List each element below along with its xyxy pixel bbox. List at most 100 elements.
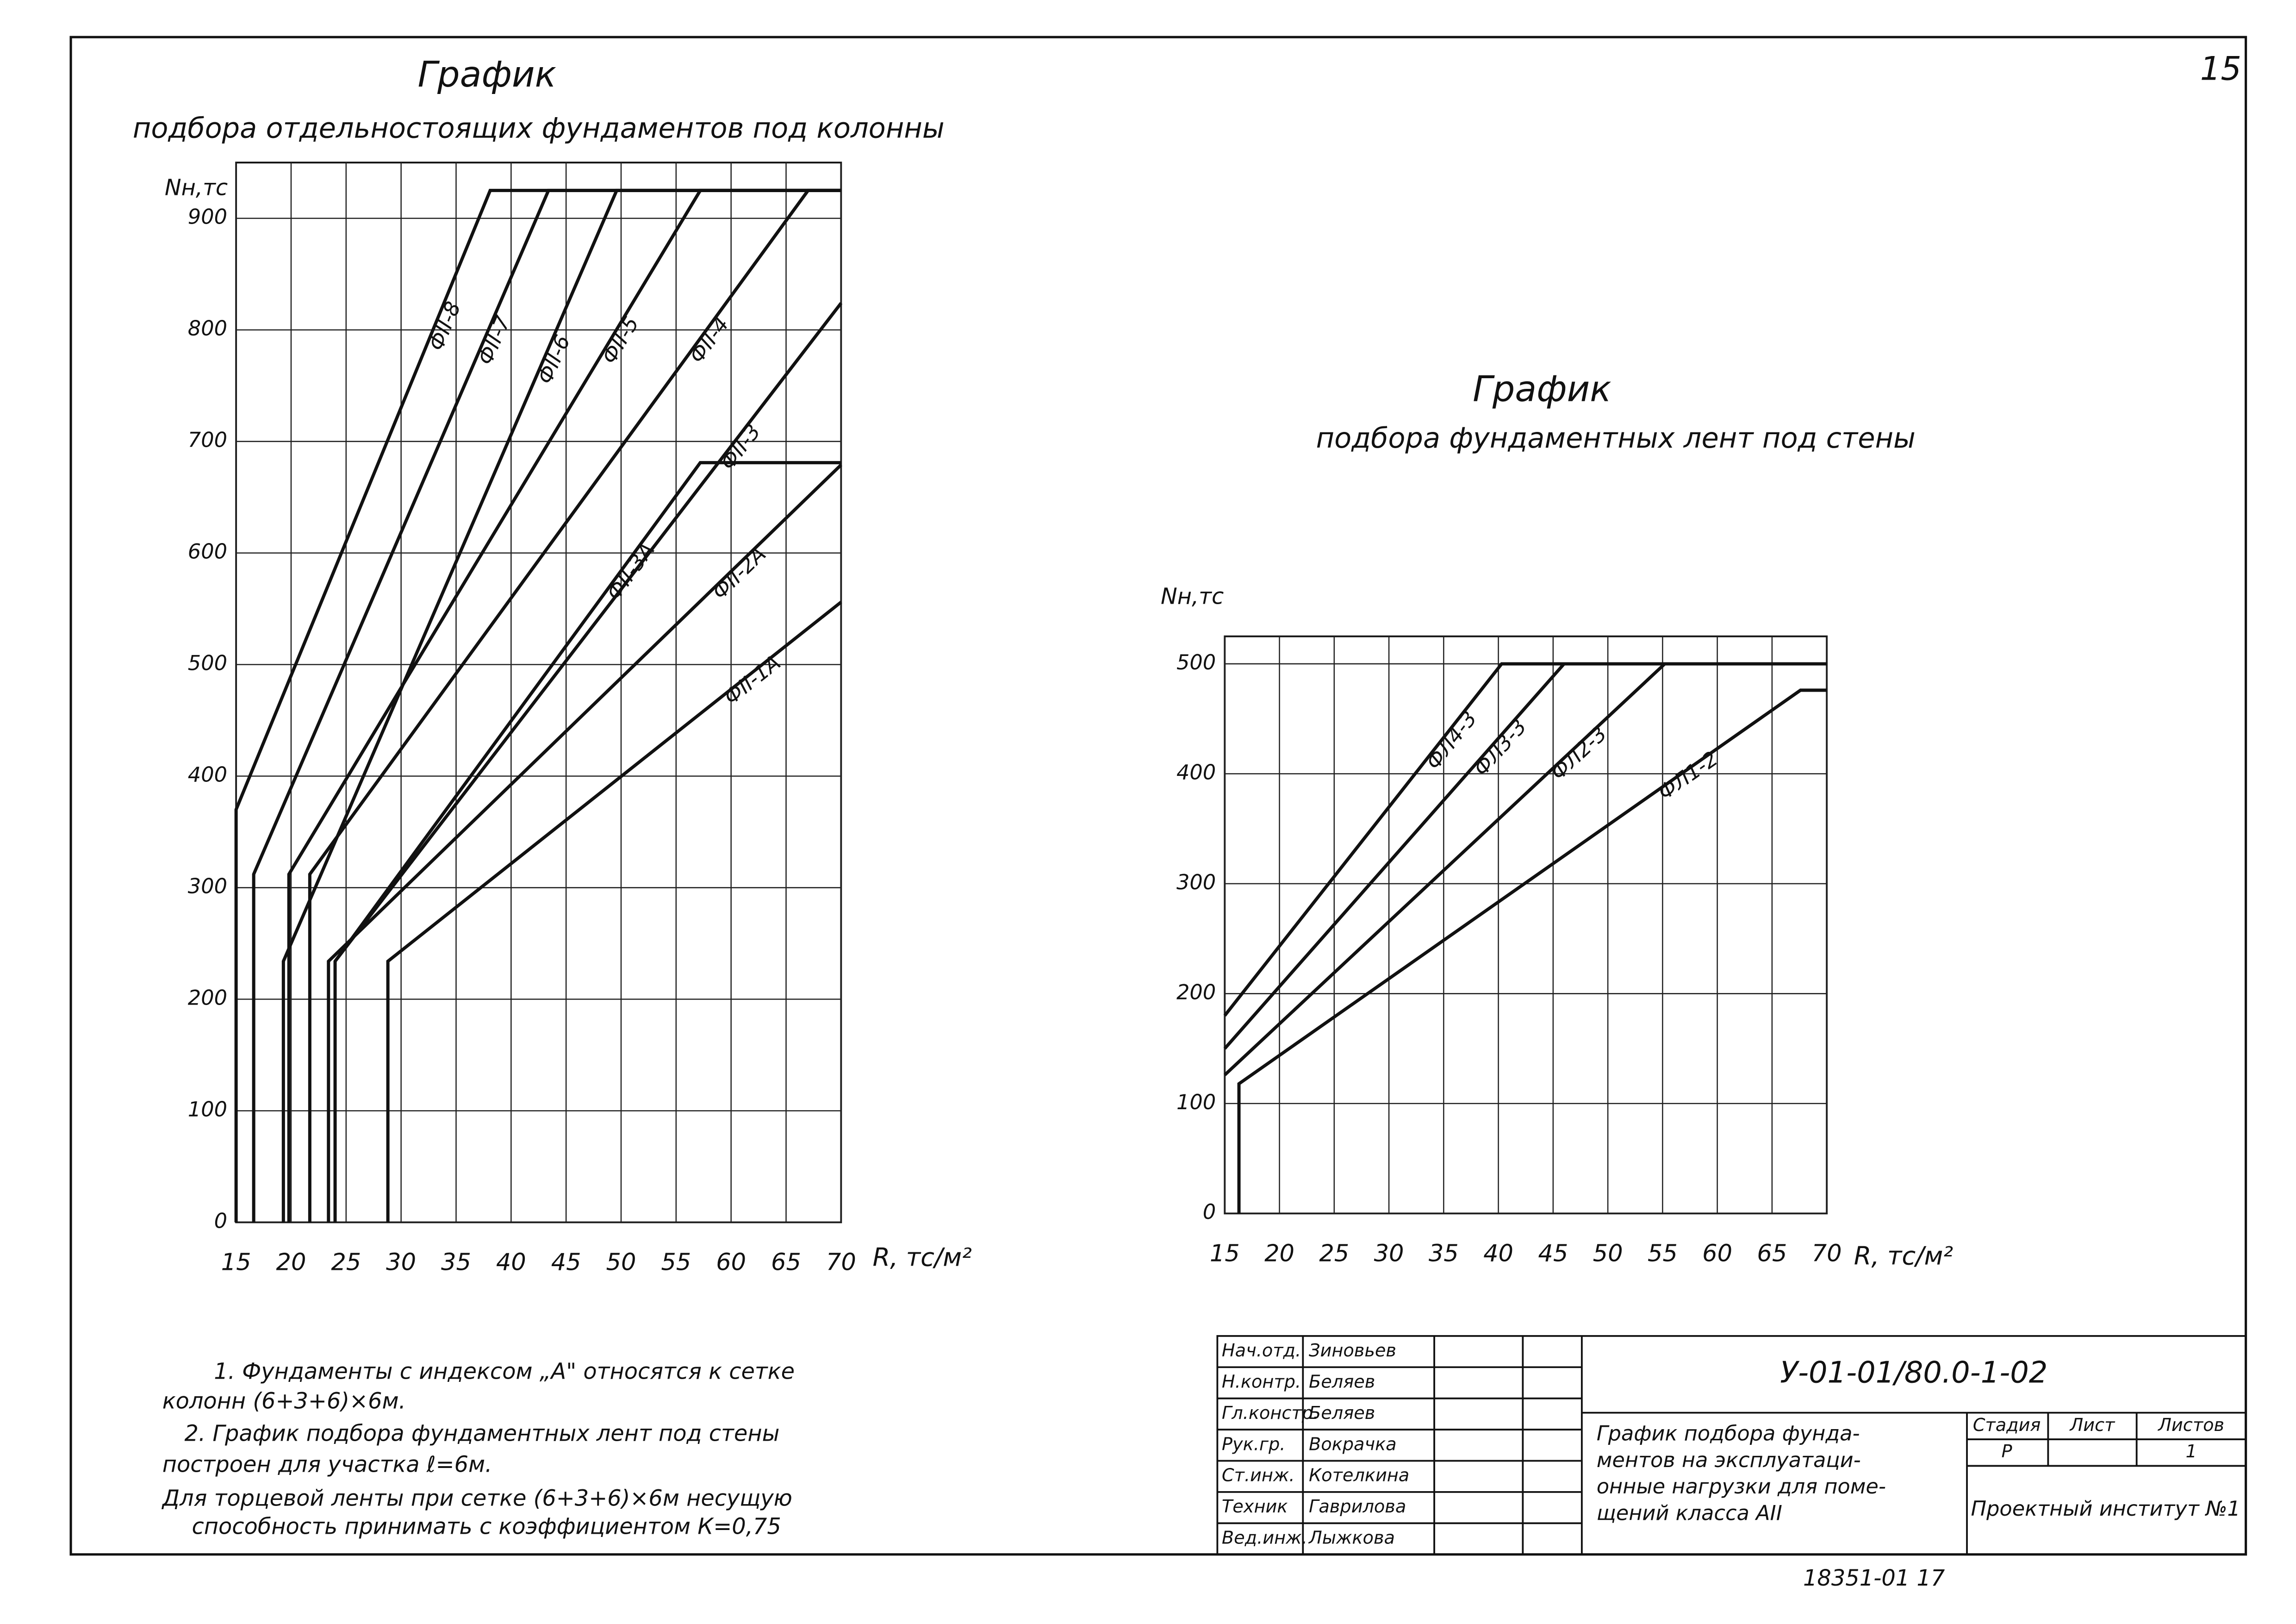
x-tick-label: 50 xyxy=(606,1249,636,1276)
header: Стадия xyxy=(1973,1415,2041,1436)
notes: 1. Фундаменты с индексом „А" относятся к… xyxy=(162,1359,795,1540)
y-tick-label: 100 xyxy=(1176,1090,1216,1114)
y-tick-label: 100 xyxy=(188,1097,227,1121)
y-tick-label: 0 xyxy=(1203,1200,1216,1224)
bottom-code: 18351-01 17 xyxy=(1803,1566,1945,1591)
header: Листов xyxy=(2157,1415,2224,1436)
y-tick-label: 400 xyxy=(1176,760,1216,784)
series-label: ФII-5 xyxy=(597,312,644,368)
series-label: ФII-1A xyxy=(720,650,785,710)
series-label: ФII-8 xyxy=(424,298,466,354)
x-axis-label: R, тс/м² xyxy=(873,1243,972,1272)
person: Вокрачка xyxy=(1309,1434,1397,1455)
series-label: ФII-3A xyxy=(602,538,660,605)
y-tick-label: 500 xyxy=(188,651,227,675)
person: Котелкина xyxy=(1309,1465,1409,1486)
stage: Р xyxy=(2002,1441,2012,1462)
x-tick-label: 20 xyxy=(276,1249,306,1276)
y-tick-label: 300 xyxy=(1176,870,1216,894)
description: ментов на эксплуатаци- xyxy=(1597,1448,1861,1472)
x-tick-label: 45 xyxy=(551,1249,581,1276)
x-tick-label: 60 xyxy=(1702,1240,1732,1267)
y-tick-label: 200 xyxy=(188,986,227,1010)
note-line: Для торцевой ленты при сетке (6+3+6)×6м … xyxy=(162,1486,792,1512)
drawing-code: У-01-01/80.0-1-02 xyxy=(1780,1355,2047,1390)
series-line xyxy=(334,302,843,962)
organization: Проектный институт №1 xyxy=(1971,1497,2240,1521)
chart-subtitle: подбора фундаментных лент под стены xyxy=(1316,422,1915,455)
sheet-number: 15 xyxy=(2200,50,2241,88)
role: Ст.инж. xyxy=(1222,1465,1295,1486)
note-line: построен для участка ℓ=6м. xyxy=(162,1452,492,1477)
series-label: ФII-2A xyxy=(708,542,771,605)
series-label: ФII-4 xyxy=(684,312,734,368)
series-label: ФII-6 xyxy=(533,331,575,387)
x-tick-label: 55 xyxy=(661,1249,691,1276)
series-line xyxy=(1223,662,1827,1017)
x-tick-label: 50 xyxy=(1593,1240,1623,1267)
series-line xyxy=(386,600,842,1223)
x-tick-label: 65 xyxy=(1757,1240,1787,1267)
plot-frame xyxy=(1224,635,1828,1215)
description: щений класса АII xyxy=(1597,1501,1782,1525)
x-tick-label: 40 xyxy=(496,1249,526,1276)
series-label: ФЛ2-3 xyxy=(1546,722,1612,785)
series-line xyxy=(308,188,841,1223)
y-tick-label: 0 xyxy=(214,1209,227,1233)
chart: График подбора фундаментных лент под стен… xyxy=(1161,369,1953,1270)
y-tick-label: 800 xyxy=(188,317,227,341)
role: Гл.констр. xyxy=(1222,1403,1319,1424)
series-line xyxy=(1237,688,1827,1214)
role: Техник xyxy=(1222,1496,1288,1517)
series-label: ФЛ1-2 xyxy=(1654,747,1722,805)
y-tick-label: 300 xyxy=(188,874,227,898)
role: Рук.гр. xyxy=(1222,1434,1286,1455)
y-axis-label: Nн,тс xyxy=(1161,584,1224,610)
y-axis-label: Nн,тс xyxy=(165,175,228,201)
role: Н.контр. xyxy=(1222,1371,1301,1392)
chart-title: График xyxy=(1473,369,1611,410)
description: График подбора фунда- xyxy=(1597,1421,1860,1445)
x-tick-label: 55 xyxy=(1648,1240,1678,1267)
x-tick-label: 70 xyxy=(1812,1240,1842,1267)
x-tick-label: 65 xyxy=(771,1249,801,1276)
y-tick-label: 900 xyxy=(188,205,227,229)
series-label: ФII-7 xyxy=(473,312,515,369)
note-line: 1. Фундаменты с индексом „А" относятся к… xyxy=(214,1359,795,1385)
y-tick-label: 400 xyxy=(188,762,227,787)
person: Беляев xyxy=(1309,1403,1375,1424)
x-tick-label: 30 xyxy=(1374,1240,1404,1267)
y-tick-label: 600 xyxy=(188,540,227,564)
note-line: способность принимать с коэффициентом К=… xyxy=(192,1514,781,1539)
role: Вед.инж. xyxy=(1222,1528,1307,1549)
x-axis-label: R, тс/м² xyxy=(1854,1242,1953,1271)
series-label: ФII-3 xyxy=(716,420,765,475)
title-block: У-01-01/80.0-1-02 График подбора фунда- … xyxy=(1216,1335,2247,1555)
note-line: 2. График подбора фундаментных лент под … xyxy=(185,1421,780,1446)
x-tick-label: 70 xyxy=(826,1249,856,1276)
series-line xyxy=(1223,662,1827,1076)
y-tick-label: 500 xyxy=(1176,650,1216,675)
person: Лыжкова xyxy=(1308,1528,1395,1549)
series-line xyxy=(327,463,842,1223)
description: онные нагрузки для поме- xyxy=(1597,1474,1886,1499)
y-tick-label: 700 xyxy=(188,428,227,452)
person: Беляев xyxy=(1309,1371,1375,1392)
note-line: колонн (6+3+6)×6м. xyxy=(162,1388,406,1414)
sheet-frame xyxy=(69,36,2247,1556)
chart: График подбора отдельностоящих фундаменто… xyxy=(133,54,972,1276)
title-block-frame xyxy=(1216,1335,2247,1555)
header: Лист xyxy=(2069,1415,2116,1436)
x-tick-label: 25 xyxy=(1319,1240,1349,1267)
x-tick-label: 30 xyxy=(386,1249,416,1276)
x-tick-label: 40 xyxy=(1483,1240,1513,1267)
x-tick-label: 25 xyxy=(331,1249,361,1276)
x-tick-label: 15 xyxy=(221,1249,251,1276)
sheets: 1 xyxy=(2185,1441,2196,1462)
y-tick-label: 200 xyxy=(1176,980,1216,1004)
x-tick-label: 35 xyxy=(1429,1240,1459,1267)
chart-title: График xyxy=(417,54,556,95)
person: Зиновьев xyxy=(1309,1340,1396,1361)
x-tick-label: 15 xyxy=(1210,1240,1240,1267)
